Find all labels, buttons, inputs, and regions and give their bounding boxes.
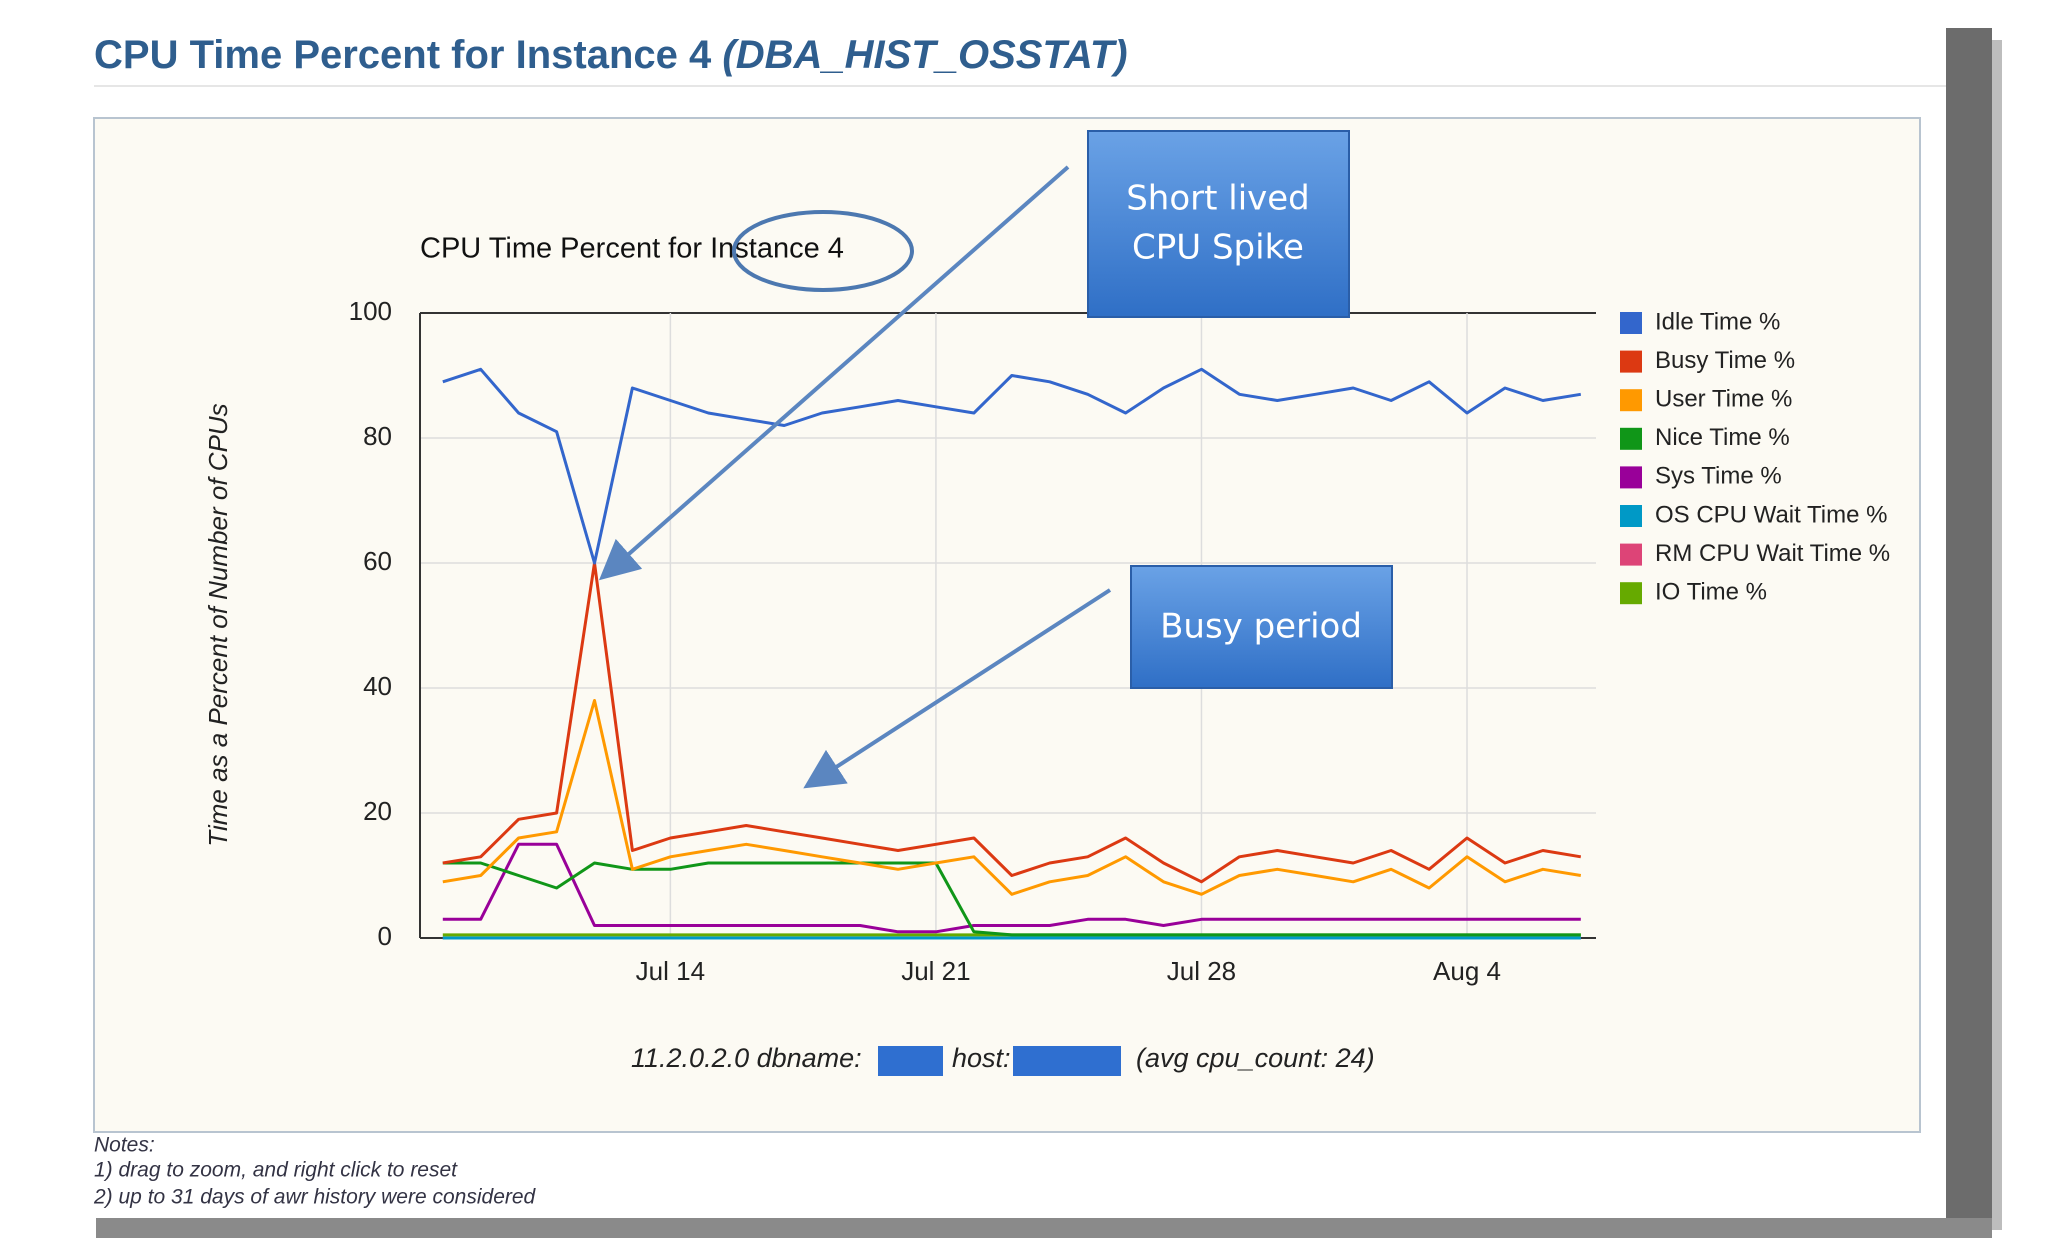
arrow	[598, 165, 1070, 581]
x-tick-label: Jul 14	[636, 956, 705, 986]
shadow	[96, 1218, 1992, 1238]
legend-label: Nice Time %	[1655, 424, 1790, 451]
callout	[1130, 565, 1393, 689]
legend-swatch	[1620, 543, 1642, 566]
series-line	[442, 367, 1582, 565]
legend-label: RM CPU Wait Time %	[1655, 540, 1890, 567]
shadow	[1946, 28, 1992, 1228]
y-tick-label: 20	[363, 796, 392, 826]
legend-swatch	[1620, 582, 1642, 605]
y-tick-label: 100	[349, 296, 392, 326]
redaction	[878, 1046, 943, 1076]
legend-label: Idle Time %	[1655, 308, 1780, 335]
note: Notes:	[94, 1134, 155, 1157]
callout-text: Short lived	[1126, 179, 1310, 219]
y-tick-label: 40	[363, 671, 392, 701]
callout-text: CPU Spike	[1132, 228, 1304, 268]
x-tick-label: Jul 21	[901, 956, 970, 986]
page-title: CPU Time Percent for Instance 4 (DBA_HIS…	[94, 33, 1128, 77]
y-tick-label: 60	[363, 546, 392, 576]
redaction	[1013, 1046, 1121, 1076]
series-line	[442, 561, 1582, 884]
legend-swatch	[1620, 427, 1642, 450]
legend-label: Busy Time %	[1655, 347, 1795, 374]
callout	[1087, 130, 1350, 318]
legend-swatch	[1620, 312, 1642, 334]
note: 1) drag to zoom, and right click to rese…	[94, 1159, 458, 1182]
legend-label: User Time %	[1655, 386, 1792, 413]
footer-text: host:	[952, 1043, 1011, 1073]
note: 2) up to 31 days of awr history were con…	[93, 1186, 537, 1209]
chart-title: CPU Time Percent for Instance 4	[420, 233, 844, 265]
legend-label: OS CPU Wait Time %	[1655, 501, 1887, 528]
legend-label: IO Time %	[1655, 579, 1767, 606]
plot: 0 20 40 60 80 100 Jul 14 Jul 21 Jul 28 Aug 4 Idle …	[349, 296, 1891, 986]
legend-swatch	[1620, 466, 1642, 489]
footer-text: 11.2.0.2.0 dbname:	[631, 1043, 862, 1073]
y-axis-label: Time as a Percent of Number of CPUs	[203, 403, 233, 846]
series-line	[442, 842, 1581, 934]
y-tick-label: 0	[378, 921, 392, 951]
footer-text: (avg cpu_count: 24)	[1136, 1043, 1375, 1073]
legend-swatch	[1620, 350, 1642, 373]
shadow	[1992, 40, 2002, 1230]
legend-swatch	[1620, 389, 1642, 412]
y-tick-label: 80	[363, 421, 392, 451]
highlight-ellipse	[732, 210, 914, 292]
arrow	[803, 588, 1112, 789]
legend-swatch	[1620, 505, 1642, 527]
series-line	[442, 699, 1582, 896]
x-tick-label: Aug 4	[1433, 956, 1501, 986]
callout-text: Busy period	[1160, 607, 1362, 647]
x-tick-label: Jul 28	[1167, 956, 1236, 986]
chart-frame	[93, 117, 1921, 1133]
legend-label: Sys Time %	[1655, 463, 1782, 490]
